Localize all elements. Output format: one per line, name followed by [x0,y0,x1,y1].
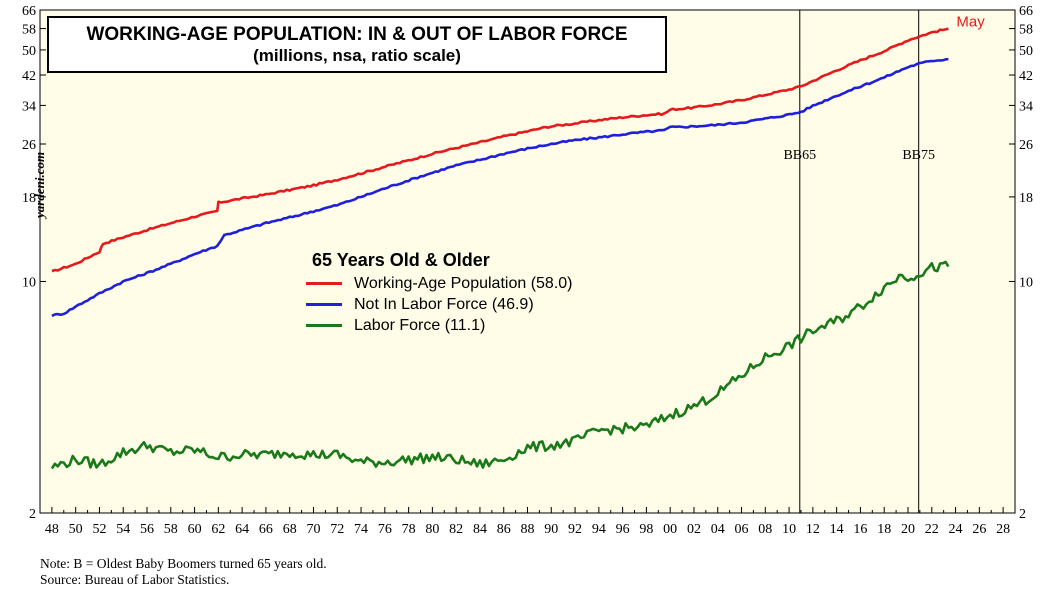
x-tick-label: 80 [425,522,439,537]
x-tick-label: 88 [521,522,535,537]
x-tick-label: 22 [925,522,939,537]
y-tick-label-right: 10 [1019,275,1033,290]
legend-label: Not In Labor Force (46.9) [354,295,534,313]
y-tick-label-right: 26 [1019,138,1033,153]
source-line: Source: Bureau of Labor Statistics. [40,572,230,587]
x-tick-label: 72 [330,522,344,537]
y-tick-label-left: 34 [22,99,36,114]
y-tick-label-right: 2 [1019,507,1026,522]
watermark: yardeni.com [32,151,47,218]
y-tick-label-right: 42 [1019,69,1033,84]
legend-swatch-green [306,324,342,327]
x-tick-label: 94 [592,522,606,537]
x-tick-label: 50 [69,522,83,537]
chart-title-box: WORKING-AGE POPULATION: IN & OUT OF LABO… [47,16,667,73]
x-tick-label: 24 [949,522,963,537]
end-label-may: May [956,14,985,31]
chart-subtitle: (millions, nsa, ratio scale) [253,46,461,65]
x-tick-label: 64 [235,522,249,537]
legend-item-labor-force: Labor Force (11.1) [306,315,573,336]
x-tick-label: 54 [116,522,130,537]
chart-title: WORKING-AGE POPULATION: IN & OUT OF LABO… [86,24,628,45]
series-line-2 [50,260,950,470]
y-tick-label-left: 10 [22,275,36,290]
y-tick-label-right: 34 [1019,99,1033,114]
x-tick-label: 78 [402,522,416,537]
y-tick-label-right: 50 [1019,44,1033,59]
y-tick-label-left: 18 [22,191,36,206]
legend-title: 65 Years Old & Older [312,250,490,270]
series-line-0 [51,27,949,273]
series-line-1 [51,57,949,318]
y-tick-label-left: 50 [22,44,36,59]
x-tick-label: 02 [687,522,701,537]
x-tick-label: 08 [758,522,772,537]
x-tick-label: 48 [45,522,59,537]
x-tick-label: 28 [996,522,1010,537]
notes: Note: B = Oldest Baby Boomers turned 65 … [40,556,327,588]
x-tick-label: 70 [306,522,320,537]
plot-area [39,9,1016,514]
y-tick-label-left: 58 [22,23,36,38]
series-lines: May [50,14,985,470]
y-tick-label-right: 58 [1019,23,1033,38]
x-tick-label: 26 [972,522,986,537]
legend-item-working-age: Working-Age Population (58.0) [306,273,573,294]
legend-label: Labor Force (11.1) [354,316,486,334]
y-tick-label-left: 26 [22,138,36,153]
x-tick-label: 62 [211,522,225,537]
legend-swatch-red [306,282,342,285]
y-tick-label-right: 66 [1019,4,1033,19]
legend: 65 Years Old & Older Working-Age Populat… [306,250,573,336]
x-tick-label: 86 [497,522,511,537]
x-tick-label: 10 [782,522,796,537]
x-tick-label: 92 [568,522,582,537]
x-tick-label: 96 [616,522,630,537]
x-tick-label: 58 [164,522,178,537]
y-tick-label-left: 66 [22,4,36,19]
x-tick-label: 74 [354,522,368,537]
x-tick-label: 98 [639,522,653,537]
x-tick-label: 56 [140,522,154,537]
x-tick-label: 04 [711,522,725,537]
x-tick-label: 76 [378,522,392,537]
legend-swatch-blue [306,303,342,306]
x-tick-label: 68 [283,522,297,537]
x-tick-label: 60 [188,522,202,537]
y-tick-label-left: 42 [22,69,36,84]
legend-item-not-in-labor-force: Not In Labor Force (46.9) [306,294,573,315]
legend-label: Working-Age Population (58.0) [354,274,573,292]
x-tick-label: 00 [663,522,677,537]
x-tick-label: 18 [877,522,891,537]
x-tick-label: 52 [92,522,106,537]
x-tick-label: 12 [806,522,820,537]
note-line: Note: B = Oldest Baby Boomers turned 65 … [40,556,327,571]
y-tick-label-right: 18 [1019,191,1033,206]
x-tick-label: 06 [735,522,749,537]
x-tick-label: 16 [853,522,867,537]
y-tick-label-left: 2 [29,507,36,522]
axis-ticks [40,9,1015,514]
ref-label-bb75: BB75 [902,148,935,163]
ref-label-bb65: BB65 [783,148,816,163]
x-tick-label: 66 [259,522,273,537]
x-tick-label: 90 [544,522,558,537]
x-tick-label: 84 [473,522,487,537]
x-tick-label: 20 [901,522,915,537]
reference-lines: BB65 BB75 [783,10,935,513]
x-tick-label: 14 [830,522,844,537]
x-tick-label: 82 [449,522,463,537]
